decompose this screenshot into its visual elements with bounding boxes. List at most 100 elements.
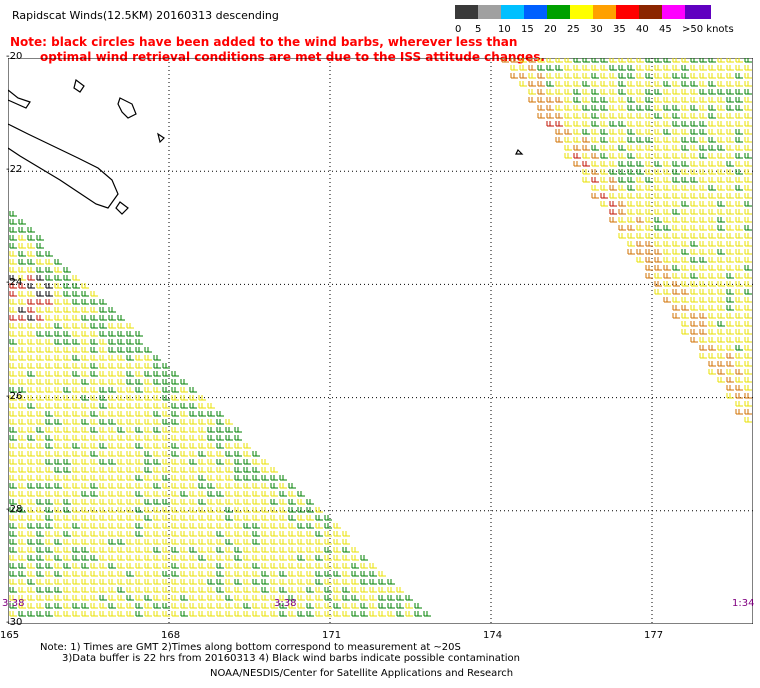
wind-barb	[9, 419, 17, 425]
wind-barb	[306, 579, 314, 585]
wind-barb	[189, 443, 197, 449]
wind-barb	[144, 563, 152, 569]
wind-barb	[81, 419, 89, 425]
wind-barb	[573, 89, 581, 95]
wind-barb	[717, 58, 725, 63]
wind-barb	[690, 193, 698, 199]
wind-barb	[36, 571, 44, 577]
wind-barb	[189, 491, 197, 497]
wind-barb	[108, 355, 116, 361]
wind-barb	[663, 185, 671, 191]
wind-barb	[744, 385, 752, 391]
wind-barb	[726, 225, 734, 231]
wind-barb	[744, 153, 752, 159]
wind-barb	[690, 81, 698, 87]
wind-barb	[288, 611, 296, 617]
wind-barb	[63, 339, 71, 345]
wind-barb	[72, 499, 80, 505]
wind-barb	[162, 515, 170, 521]
wind-barb	[207, 403, 215, 409]
wind-barb	[261, 499, 269, 505]
wind-barb	[252, 571, 260, 577]
wind-barb	[36, 411, 44, 417]
wind-barb	[315, 531, 323, 537]
wind-barb	[717, 305, 725, 311]
wind-barb	[342, 611, 350, 617]
wind-barb	[690, 281, 698, 287]
wind-barb	[252, 507, 260, 513]
wind-barb	[45, 355, 53, 361]
wind-barb	[564, 145, 572, 151]
wind-barb	[117, 571, 125, 577]
wind-barb	[744, 353, 752, 359]
wind-barb	[90, 483, 98, 489]
wind-barb	[189, 515, 197, 521]
wind-barb	[207, 427, 215, 433]
wind-barb	[63, 539, 71, 545]
wind-barb	[636, 177, 644, 183]
wind-barb	[36, 539, 44, 545]
wind-barb	[681, 257, 689, 263]
wind-barb	[627, 105, 635, 111]
wind-barb	[135, 339, 143, 345]
wind-barb	[135, 355, 143, 361]
wind-barb	[18, 251, 26, 257]
wind-barb	[270, 507, 278, 513]
wind-barb	[243, 611, 251, 617]
wind-barb	[27, 347, 35, 353]
wind-barb	[216, 579, 224, 585]
wind-barb	[654, 153, 662, 159]
footnote-2: 3)Data buffer is 22 hrs from 20160313 4)…	[62, 653, 520, 664]
wind-barb	[600, 113, 608, 119]
wind-barb	[9, 611, 17, 617]
wind-barb	[9, 379, 17, 385]
wind-barb	[18, 571, 26, 577]
wind-barb	[234, 547, 242, 553]
wind-barb	[63, 323, 71, 329]
wind-barb	[108, 507, 116, 513]
wind-barb	[198, 491, 206, 497]
wind-barb	[171, 395, 179, 401]
wind-barb	[744, 113, 752, 119]
wind-barb	[270, 491, 278, 497]
longitude-label: 171	[322, 630, 342, 641]
wind-barb	[27, 403, 35, 409]
wind-barb	[99, 603, 107, 609]
wind-barb	[234, 515, 242, 521]
wind-barb	[663, 113, 671, 119]
wind-barb	[81, 571, 89, 577]
wind-barb	[270, 539, 278, 545]
wind-barb	[324, 555, 332, 561]
wind-barb	[54, 411, 62, 417]
wind-barb	[9, 299, 17, 305]
wind-barb	[189, 555, 197, 561]
wind-barb	[708, 73, 716, 79]
wind-barb	[609, 97, 617, 103]
wind-barb	[663, 265, 671, 271]
wind-barb	[342, 539, 350, 545]
wind-barb	[243, 555, 251, 561]
wind-barb	[708, 257, 716, 263]
wind-barb	[27, 419, 35, 425]
wind-barb	[690, 169, 698, 175]
wind-barb	[690, 58, 698, 63]
wind-barb	[288, 523, 296, 529]
wind-barb	[225, 459, 233, 465]
wind-barb	[726, 393, 734, 399]
wind-barb	[36, 267, 44, 273]
wind-barb	[9, 291, 17, 297]
wind-barb	[135, 411, 143, 417]
wind-barb	[573, 153, 581, 159]
wind-barb	[153, 427, 161, 433]
wind-barb	[690, 233, 698, 239]
wind-barb	[36, 331, 44, 337]
wind-barb	[297, 499, 305, 505]
wind-barb	[54, 491, 62, 497]
wind-barb	[708, 193, 716, 199]
wind-barb	[288, 579, 296, 585]
wind-barb	[90, 443, 98, 449]
wind-barb	[189, 451, 197, 457]
wind-barb	[396, 611, 404, 617]
wind-barb	[207, 587, 215, 593]
wind-barb	[216, 435, 224, 441]
